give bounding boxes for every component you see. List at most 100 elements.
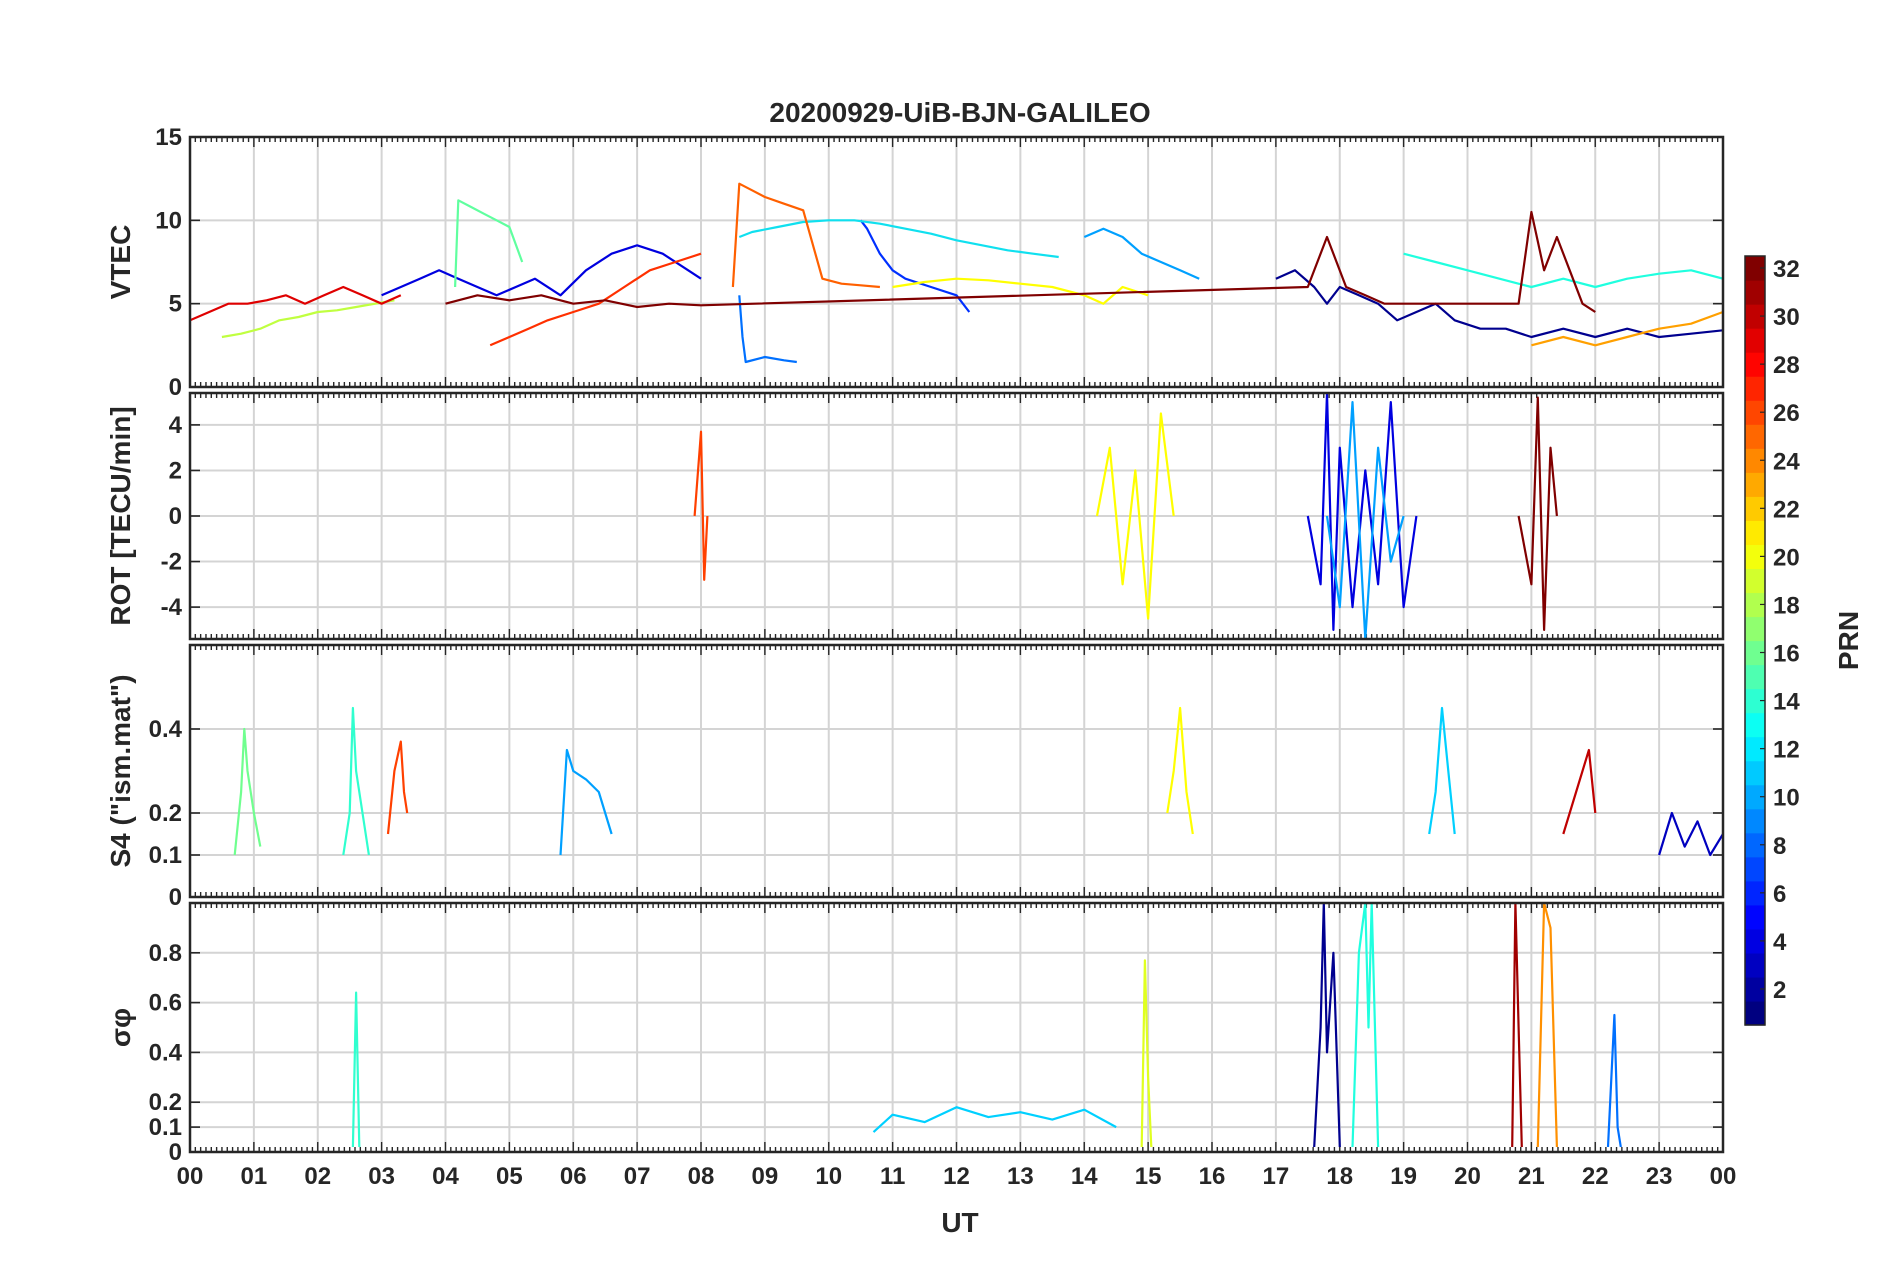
panel-frame: [188, 901, 1725, 1154]
colorbar-cell: [1745, 256, 1765, 281]
series-group: [190, 182, 1723, 364]
x-tick-label: 00: [177, 1163, 204, 1190]
y-tick-label: 2: [169, 457, 182, 484]
colorbar-tick-label: 26: [1773, 400, 1800, 427]
y-tick-label: -4: [161, 594, 183, 621]
colorbar-cell: [1745, 784, 1765, 810]
colorbar-tick-label: 12: [1773, 737, 1800, 764]
colorbar-cell: [1745, 808, 1765, 834]
x-tick-label: 02: [304, 1163, 331, 1190]
colorbar-cell: [1745, 304, 1765, 329]
colorbar-cell: [1745, 376, 1765, 401]
colorbar-tick-label: 28: [1773, 352, 1800, 379]
colorbar-cell: [1745, 328, 1765, 353]
series-prn-27: [489, 252, 702, 347]
series-prn-11: [872, 1106, 1117, 1133]
x-tick-label: 20: [1454, 1163, 1481, 1190]
colorbar-cell: [1745, 1000, 1765, 1026]
series-group: [351, 903, 1622, 1148]
series-prn-15: [454, 199, 524, 288]
colorbar-cell: [1745, 712, 1765, 738]
colorbar-cell: [1745, 448, 1765, 473]
x-tick-label: 07: [624, 1163, 651, 1190]
y-tick-label: 0.8: [149, 940, 182, 967]
series-prn-5: [859, 219, 971, 313]
series-prn-9: [1325, 401, 1405, 639]
x-tick-label: 21: [1518, 1163, 1545, 1190]
colorbar-cell: [1745, 496, 1765, 521]
series-prn-26: [386, 740, 409, 835]
colorbar-frame: [1744, 255, 1766, 1026]
x-axis-label: UT: [941, 1207, 978, 1238]
series-prn-25: [731, 182, 880, 289]
colorbar-cell: [1745, 832, 1765, 858]
series-prn-7: [738, 295, 797, 364]
series-prn-19: [1140, 959, 1153, 1148]
series-prn-7: [1606, 1013, 1622, 1148]
panel-frame: [188, 135, 1725, 389]
series-prn-2: [1658, 811, 1723, 857]
x-tick-label: 15: [1135, 1163, 1162, 1190]
x-tick-label: 00: [1710, 1163, 1737, 1190]
panel-s4: 0 0.1 0.2 0.4 S4 ("ism.mat"): [105, 643, 1725, 911]
colorbar-cell: [1745, 352, 1765, 377]
colorbar-tick-label: 14: [1773, 689, 1800, 716]
x-tick-label: 12: [943, 1163, 970, 1190]
series-prn-26: [693, 430, 709, 581]
panel-frame: [188, 643, 1725, 899]
y-tick-label: 0.1: [149, 842, 182, 869]
colorbar-tick-label: 6: [1773, 881, 1786, 908]
series-prn-32: [1517, 396, 1558, 632]
series-prn-9: [1083, 227, 1200, 280]
series-prn-18: [221, 299, 395, 339]
colorbar-cell: [1745, 616, 1765, 642]
y-tick-label: 0: [169, 503, 182, 530]
x-tick-label: 09: [752, 1163, 779, 1190]
x-tick-label: 18: [1326, 1163, 1353, 1190]
x-tick-label: 04: [432, 1163, 459, 1190]
y-tick-label: 15: [155, 124, 182, 151]
colorbar-tick-label: 30: [1773, 304, 1800, 331]
colorbar-cell: [1745, 472, 1765, 497]
series-group: [233, 706, 1723, 857]
series-prn-20: [1166, 706, 1194, 835]
y-tick-label: 10: [155, 207, 182, 234]
x-tick-label: 01: [241, 1163, 268, 1190]
series-prn-1: [1313, 903, 1341, 1148]
panel-rot: -4 -2 0 2 4 ROT [TECU/min]: [105, 391, 1725, 641]
colorbar-cell: [1745, 688, 1765, 714]
x-tick-label: 03: [368, 1163, 395, 1190]
x-tick-label: 08: [688, 1163, 715, 1190]
y-axis-label: S4 ("ism.mat"): [105, 674, 136, 867]
x-tick-label: 11: [880, 1163, 905, 1190]
colorbar-cell: [1745, 424, 1765, 449]
series-group: [693, 393, 1558, 639]
x-tick-label: 22: [1582, 1163, 1609, 1190]
series-prn-16: [233, 727, 262, 856]
series-prn-30: [1562, 748, 1597, 835]
panel-sigma_phi: 00.10.2 0.4 0.6 0.8 σφ 00 01 02 03 04 05 06 07 08 09 10…: [105, 901, 1737, 1190]
colorbar-cell: [1745, 400, 1765, 425]
chart-title: 20200929-UiB-BJN-GALILEO: [769, 97, 1150, 128]
series-prn-20: [892, 277, 1149, 305]
x-tick-label: 16: [1199, 1163, 1226, 1190]
x-tick-label: 10: [815, 1163, 842, 1190]
colorbar-label: PRN: [1833, 611, 1864, 670]
series-prn-31: [1511, 903, 1523, 1148]
colorbar-tick-label: 24: [1773, 448, 1800, 475]
y-tick-label: 0.2: [149, 800, 182, 827]
colorbar-cell: [1745, 880, 1765, 906]
colorbar-tick-label: 18: [1773, 592, 1800, 619]
series-prn-20: [1095, 412, 1175, 620]
colorbar-cell: [1745, 976, 1765, 1002]
colorbar-tick-label: 4: [1773, 929, 1787, 956]
colorbar-cell: [1745, 952, 1765, 978]
y-axis-label: ROT [TECU/min]: [105, 406, 136, 625]
x-tick-label: 19: [1390, 1163, 1417, 1190]
colorbar-cell: [1745, 760, 1765, 786]
colorbar-cell: [1745, 856, 1765, 882]
